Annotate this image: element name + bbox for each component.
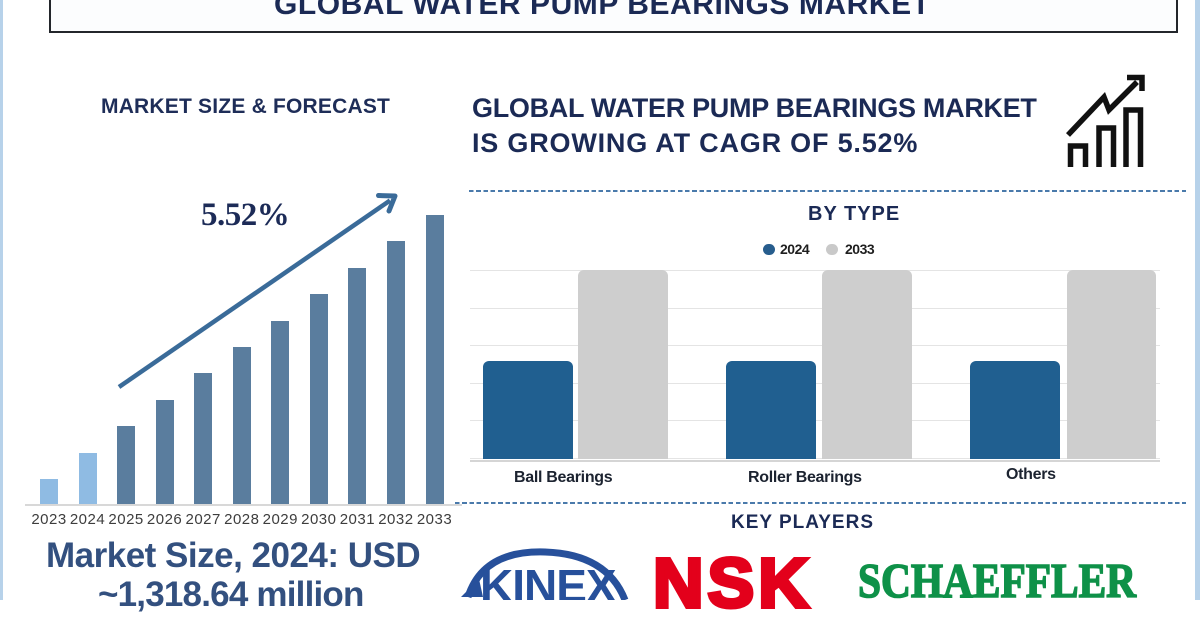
- svg-text:KINEX: KINEX: [480, 560, 617, 600]
